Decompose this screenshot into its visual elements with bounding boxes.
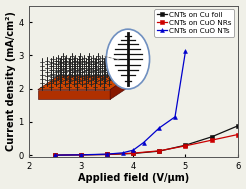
CNTs on Cu foil (210, 136, 213, 138)
CNTs on CuO NTs (173, 116, 176, 118)
Legend: CNTs on Cu foil, CNTs on CuO NRs, CNTs on CuO NTs: CNTs on Cu foil, CNTs on CuO NRs, CNTs o… (154, 9, 234, 37)
CNTs on CuO NRs (158, 150, 161, 152)
CNTs on CuO NTs (121, 152, 124, 154)
CNTs on CuO NRs (132, 152, 135, 154)
Line: CNTs on CuO NTs: CNTs on CuO NTs (53, 50, 187, 157)
Polygon shape (38, 90, 110, 99)
CNTs on CuO NTs (79, 154, 82, 156)
CNTs on CuO NTs (184, 50, 187, 53)
Polygon shape (110, 76, 131, 99)
CNTs on Cu foil (132, 152, 135, 155)
CNTs on CuO NRs (79, 154, 82, 156)
X-axis label: Applied field (V/μm): Applied field (V/μm) (77, 174, 189, 184)
Polygon shape (38, 76, 131, 90)
CNTs on CuO NRs (236, 133, 239, 136)
Y-axis label: Current density (mA/cm²): Current density (mA/cm²) (6, 11, 15, 151)
CNTs on Cu foil (158, 150, 161, 152)
CNTs on CuO NTs (142, 141, 145, 144)
CNTs on CuO NTs (158, 127, 161, 129)
CNTs on Cu foil (106, 153, 108, 156)
CNTs on Cu foil (184, 144, 187, 146)
Line: CNTs on Cu foil: CNTs on Cu foil (53, 124, 240, 157)
CNTs on CuO NRs (184, 145, 187, 147)
CNTs on CuO NRs (106, 153, 108, 156)
CNTs on CuO NRs (210, 139, 213, 141)
CNTs on Cu foil (79, 154, 82, 156)
CNTs on Cu foil (236, 125, 239, 127)
CNTs on Cu foil (53, 154, 56, 156)
CNTs on CuO NRs (53, 154, 56, 156)
Circle shape (106, 29, 150, 89)
CNTs on CuO NTs (53, 154, 56, 156)
CNTs on CuO NTs (106, 153, 108, 155)
Line: CNTs on CuO NRs: CNTs on CuO NRs (53, 133, 240, 157)
CNTs on CuO NTs (132, 149, 135, 151)
